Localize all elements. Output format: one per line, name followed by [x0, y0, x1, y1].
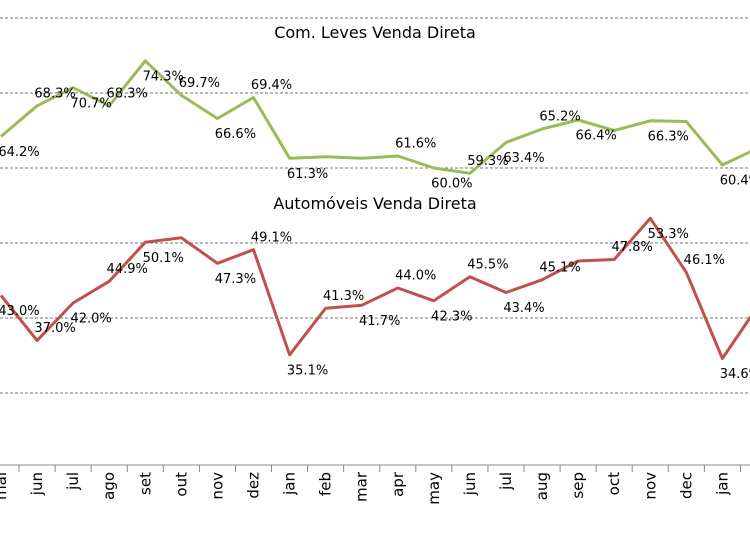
x-tick-label: apr [389, 471, 407, 497]
data-label: 43.4% [503, 301, 544, 316]
data-label: 44.0% [395, 269, 436, 284]
data-label: 65.2% [539, 110, 580, 125]
data-label: 60.4% [720, 174, 750, 189]
data-label: 41.7% [359, 314, 400, 329]
data-label: 60.0% [431, 177, 472, 192]
data-label: 68.3% [34, 86, 75, 101]
data-label: 47.3% [215, 272, 256, 287]
x-tick-label: out [172, 472, 190, 497]
data-label: 59.3% [467, 154, 508, 169]
data-label: 70.7% [70, 96, 111, 111]
x-tick-label: nov [641, 472, 659, 500]
data-label: 34.6% [720, 367, 750, 382]
data-label: 63.4% [503, 151, 544, 166]
x-tick-label: jan [281, 472, 299, 496]
x-tick-label: mar [353, 471, 371, 502]
data-label: 64.2% [0, 145, 40, 160]
x-tick-label: may [425, 472, 443, 505]
data-label: 35.1% [287, 363, 328, 378]
data-label: 53.3% [648, 227, 689, 242]
x-tick-label: jun [28, 472, 46, 496]
data-label: 74.3% [143, 69, 184, 84]
x-tick-label: jun [461, 472, 479, 496]
data-label: 41.3% [323, 289, 364, 304]
data-label: 43.0% [0, 304, 40, 319]
x-tick-label: jul [64, 472, 82, 491]
x-tick-label: ago [100, 472, 118, 500]
x-tick-label: dec [677, 472, 695, 499]
data-label: 66.4% [575, 129, 616, 144]
x-tick-label: sep [569, 472, 587, 499]
data-label: 69.4% [251, 78, 292, 93]
data-label: 66.3% [648, 129, 689, 144]
x-tick-label: jan [713, 472, 731, 496]
data-label: 66.6% [215, 127, 256, 142]
chart-title: Automóveis Venda Direta [273, 194, 476, 213]
x-tick-label: oct [605, 472, 623, 495]
line-series [0, 216, 750, 360]
x-tick-label: mai [0, 472, 10, 500]
data-label: 46.1% [684, 253, 725, 268]
data-label: 42.3% [431, 309, 472, 324]
data-label: 49.1% [251, 230, 292, 245]
x-tick-label: dez [244, 472, 262, 499]
data-label: 37.0% [34, 321, 75, 336]
data-label: 61.6% [395, 137, 436, 152]
data-label: 42.0% [70, 312, 111, 327]
chart-title: Com. Leves Venda Direta [274, 23, 476, 42]
data-label: 50.1% [143, 251, 184, 266]
data-label: 61.3% [287, 167, 328, 182]
x-tick-label: feb [317, 472, 335, 496]
data-label: 68.3% [107, 86, 148, 101]
data-label: 45.1% [539, 260, 580, 275]
x-tick-label: set [136, 472, 154, 495]
data-label: 47.8% [612, 240, 653, 255]
x-tick-label: aug [533, 472, 551, 500]
data-label: 69.7% [179, 76, 220, 91]
line-series [0, 59, 750, 175]
x-tick-label: jul [497, 472, 515, 491]
x-tick-label: nov [208, 472, 226, 500]
data-label: 44.9% [107, 262, 148, 277]
data-label: 45.5% [467, 257, 508, 272]
